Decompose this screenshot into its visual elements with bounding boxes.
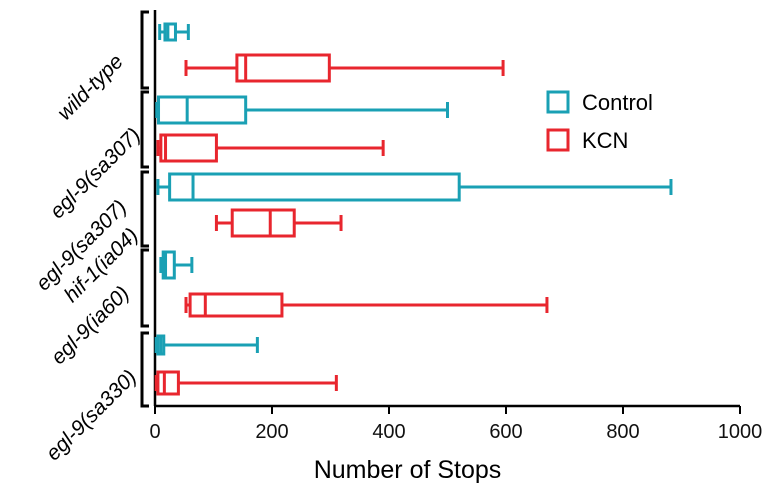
x-axis-title: Number of Stops [314, 456, 502, 484]
box-iqr [163, 22, 177, 42]
box-wild-type-kcn [184, 53, 505, 83]
legend-item-control: Control [546, 90, 653, 115]
box-egl-9-sa307-control [155, 95, 449, 125]
box-egl-9-ia60-control [159, 250, 194, 280]
group-bracket [140, 248, 149, 328]
group-bracket [140, 170, 149, 248]
group-label-egl-9-sa307: egl-9(sa307) [46, 124, 146, 224]
x-tick-label: 400 [372, 421, 405, 443]
box-iqr [168, 172, 461, 202]
x-tick-label: 1000 [718, 421, 763, 443]
box-iqr [159, 133, 218, 163]
box-egl-9-sa330-kcn [154, 370, 338, 396]
box-egl-9-ia60-kcn [184, 292, 549, 318]
x-tick-label: 200 [255, 421, 288, 443]
box-wild-type-control [158, 22, 190, 42]
legend-swatch [546, 90, 570, 114]
group-label-wild-type: wild-type [53, 50, 128, 125]
box-iqr [230, 208, 296, 238]
group-bracket [140, 90, 149, 169]
box-iqr [161, 250, 176, 280]
group-label-egl-9-sa330: egl-9(sa330) [42, 366, 142, 466]
x-tick-label: 600 [489, 421, 522, 443]
group-label-egl-9-sa307-hif-1-ia04: egl-9(sa307)hif-1(ia04) [32, 196, 151, 315]
legend-label: Control [582, 90, 653, 115]
group-bracket [140, 331, 149, 408]
legend-swatch [546, 128, 570, 152]
box-iqr [235, 53, 331, 83]
box-iqr [157, 95, 248, 125]
box-egl-9-sa307-hif-1-ia04-kcn [214, 208, 343, 238]
legend-item-kcn: KCN [546, 128, 628, 153]
group-bracket [140, 10, 149, 90]
x-tick-label: 800 [606, 421, 639, 443]
box-egl-9-sa330-control [154, 334, 259, 356]
box-egl-9-sa307-kcn [156, 133, 385, 163]
x-tick-label: 0 [149, 421, 160, 443]
group-label-egl-9-ia60: egl-9(ia60) [47, 282, 134, 369]
box-iqr [156, 370, 180, 396]
legend-label: KCN [582, 128, 628, 153]
box-iqr [188, 292, 284, 318]
box-egl-9-sa307-hif-1-ia04-control [156, 172, 673, 202]
